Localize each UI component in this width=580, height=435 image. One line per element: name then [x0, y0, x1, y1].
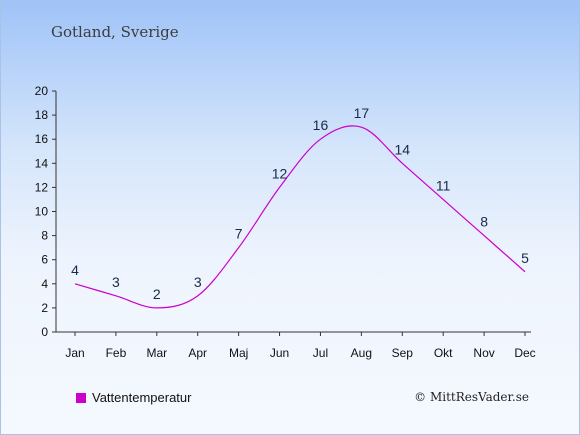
series-line	[74, 125, 526, 309]
data-label: 8	[480, 214, 488, 230]
y-tick-label: 0	[41, 325, 48, 339]
y-tick-label: 20	[35, 84, 49, 98]
x-tick-label: Nov	[473, 346, 494, 360]
x-tick-label: Feb	[106, 346, 127, 360]
data-label: 5	[521, 250, 529, 266]
y-tick-label: 6	[41, 253, 48, 267]
x-tick-label: Mar	[146, 346, 167, 360]
data-label: 3	[194, 274, 202, 290]
x-tick-label: Sep	[392, 346, 414, 360]
x-tick-label: Jul	[313, 346, 328, 360]
data-label: 14	[394, 141, 410, 157]
data-label: 4	[71, 262, 79, 278]
page-title: Gotland, Sverige	[51, 23, 179, 41]
x-tick-label: Jun	[270, 346, 289, 360]
y-tick-label: 10	[35, 205, 49, 219]
x-tick-label: Okt	[434, 346, 453, 360]
y-tick-label: 16	[35, 132, 49, 146]
x-tick-label: Maj	[229, 346, 248, 360]
y-tick-label: 14	[35, 156, 49, 170]
legend-swatch	[76, 392, 86, 403]
y-tick-label: 2	[41, 301, 48, 315]
y-tick-label: 8	[41, 229, 48, 243]
x-tick-label: Aug	[351, 346, 372, 360]
data-label: 3	[112, 274, 120, 290]
data-label: 17	[354, 105, 370, 121]
x-tick-label: Dec	[514, 346, 535, 360]
credit-text: © MittResVader.se	[414, 390, 529, 404]
y-tick-label: 12	[35, 180, 49, 194]
data-label: 2	[153, 286, 161, 302]
legend: Vattentemperatur	[76, 390, 191, 405]
x-tick-label: Apr	[188, 346, 207, 360]
y-tick-label: 4	[41, 277, 48, 291]
legend-label: Vattentemperatur	[92, 390, 192, 405]
y-tick-label: 18	[35, 108, 49, 122]
data-label: 11	[436, 177, 451, 193]
x-tick-label: Jan	[65, 346, 84, 360]
data-label: 12	[272, 165, 288, 181]
data-label: 16	[313, 117, 329, 133]
data-label: 7	[235, 226, 243, 242]
